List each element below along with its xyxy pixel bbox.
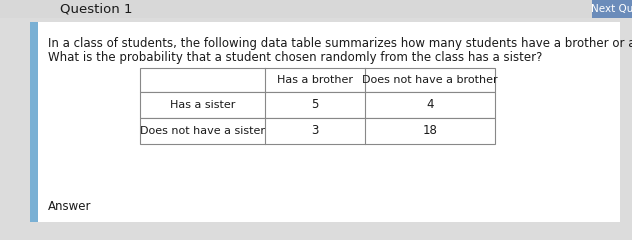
Text: 3: 3 — [312, 125, 319, 138]
Text: Does not have a brother: Does not have a brother — [362, 75, 498, 85]
Text: Has a sister: Has a sister — [170, 100, 235, 110]
Text: Next Qu: Next Qu — [591, 4, 632, 14]
Text: Does not have a sister: Does not have a sister — [140, 126, 265, 136]
Bar — [0, 0, 632, 18]
Bar — [30, 22, 620, 222]
Bar — [140, 118, 495, 144]
Text: In a class of students, the following data table summarizes how many students ha: In a class of students, the following da… — [48, 37, 632, 50]
Bar — [30, 22, 38, 222]
Text: 5: 5 — [312, 98, 319, 112]
Bar — [140, 68, 495, 92]
Text: 18: 18 — [423, 125, 437, 138]
Text: Question 1: Question 1 — [60, 2, 133, 16]
Bar — [140, 92, 495, 118]
Text: What is the probability that a student chosen randomly from the class has a sist: What is the probability that a student c… — [48, 52, 542, 65]
Text: Has a brother: Has a brother — [277, 75, 353, 85]
Text: Answer: Answer — [48, 199, 92, 212]
Text: 4: 4 — [426, 98, 434, 112]
Bar — [140, 68, 495, 144]
Bar — [592, 0, 632, 18]
